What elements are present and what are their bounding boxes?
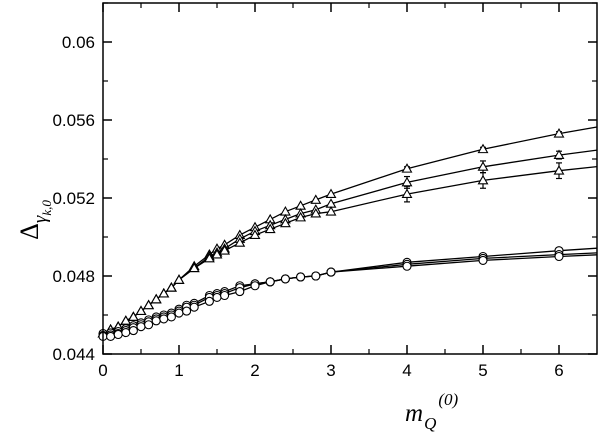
x-tick-label: 1 xyxy=(174,361,183,380)
x-tick-label: 4 xyxy=(402,361,411,380)
y-tick-label: 0.044 xyxy=(52,345,95,364)
y-tick-label: 0.052 xyxy=(52,189,95,208)
x-tick-label: 0 xyxy=(98,361,107,380)
y-tick-label: 0.048 xyxy=(52,267,95,286)
series-layer xyxy=(97,126,598,342)
data-point-circle xyxy=(402,261,412,271)
data-point-triangle xyxy=(401,163,413,173)
data-point-circle xyxy=(151,316,161,326)
svg-text:Δγk,0: Δγk,0 xyxy=(15,200,54,240)
data-point-triangle xyxy=(158,287,170,298)
data-point-triangle xyxy=(401,188,413,199)
data-point-circle xyxy=(296,272,306,282)
data-point-circle xyxy=(250,281,260,291)
x-axis-label-main: m xyxy=(405,400,423,427)
data-point-triangle xyxy=(188,262,200,273)
data-point-triangle xyxy=(203,252,215,263)
data-point-circle xyxy=(326,267,336,277)
x-tick-label: 2 xyxy=(250,361,259,380)
data-point-triangle xyxy=(279,217,291,228)
data-point-triangle xyxy=(135,305,147,316)
data-point-triangle xyxy=(553,149,565,160)
y-axis-label: Δγk,0 xyxy=(15,200,54,240)
data-point-triangle xyxy=(249,229,261,239)
data-point-circle xyxy=(280,274,290,284)
x-axis-label: mQ(0) xyxy=(405,390,459,433)
data-point-circle xyxy=(159,314,169,324)
data-point-triangle xyxy=(325,188,337,199)
y-axis-label-sub: γ xyxy=(30,215,51,223)
data-point-circle xyxy=(311,271,321,281)
data-point-circle xyxy=(212,292,222,303)
data-point-triangle xyxy=(211,248,223,259)
y-tick-label: 0.06 xyxy=(62,33,95,52)
data-point-circle xyxy=(166,312,176,322)
data-point-triangle xyxy=(477,143,489,154)
data-point-triangle xyxy=(173,274,185,284)
y-axis-label-subsub: k,0 xyxy=(39,200,54,216)
y-axis-label-main: Δ xyxy=(15,223,44,240)
data-point-circle xyxy=(113,329,123,340)
y-tick-label: 0.056 xyxy=(52,111,95,130)
data-point-circle xyxy=(265,277,275,287)
data-point-triangle xyxy=(143,299,155,310)
data-point-triangle xyxy=(219,245,231,255)
data-point-circle xyxy=(478,255,488,265)
data-point-triangle xyxy=(553,165,565,175)
x-axis-label-sup: (0) xyxy=(438,390,458,409)
x-tick-label: 6 xyxy=(554,361,563,380)
data-point-triangle xyxy=(264,223,276,234)
x-axis-label-sub: Q xyxy=(424,414,436,433)
data-point-circle xyxy=(182,306,192,316)
data-point-circle xyxy=(554,251,564,262)
plot-frame xyxy=(102,2,598,355)
data-point-circle xyxy=(189,302,199,312)
data-point-triangle xyxy=(234,237,246,247)
data-point-triangle xyxy=(325,206,337,216)
data-point-triangle xyxy=(295,211,307,222)
data-point-circle xyxy=(204,296,214,306)
data-point-circle xyxy=(136,322,146,332)
data-point-circle xyxy=(106,331,116,342)
data-point-triangle xyxy=(553,128,565,138)
data-point-triangle xyxy=(165,282,177,292)
data-point-circle xyxy=(235,287,245,297)
data-point-circle xyxy=(144,320,154,330)
x-tick-label: 5 xyxy=(478,361,487,380)
series-2 xyxy=(97,162,598,338)
data-point-triangle xyxy=(477,161,489,171)
data-point-triangle xyxy=(477,174,489,185)
data-point-triangle xyxy=(127,311,139,321)
data-point-circle xyxy=(128,326,138,336)
series-5 xyxy=(98,251,598,342)
data-point-circle xyxy=(174,308,184,318)
x-tick-label: 3 xyxy=(326,361,335,380)
data-point-triangle xyxy=(310,194,322,204)
data-point-circle xyxy=(121,327,131,338)
data-point-circle xyxy=(220,290,230,301)
tick-layer: 0 1 2 3 4 5 6 0.044 0.048 0.052 0.056 0.06 xyxy=(52,2,597,380)
data-point-triangle xyxy=(150,293,162,304)
data-point-triangle xyxy=(310,207,322,218)
